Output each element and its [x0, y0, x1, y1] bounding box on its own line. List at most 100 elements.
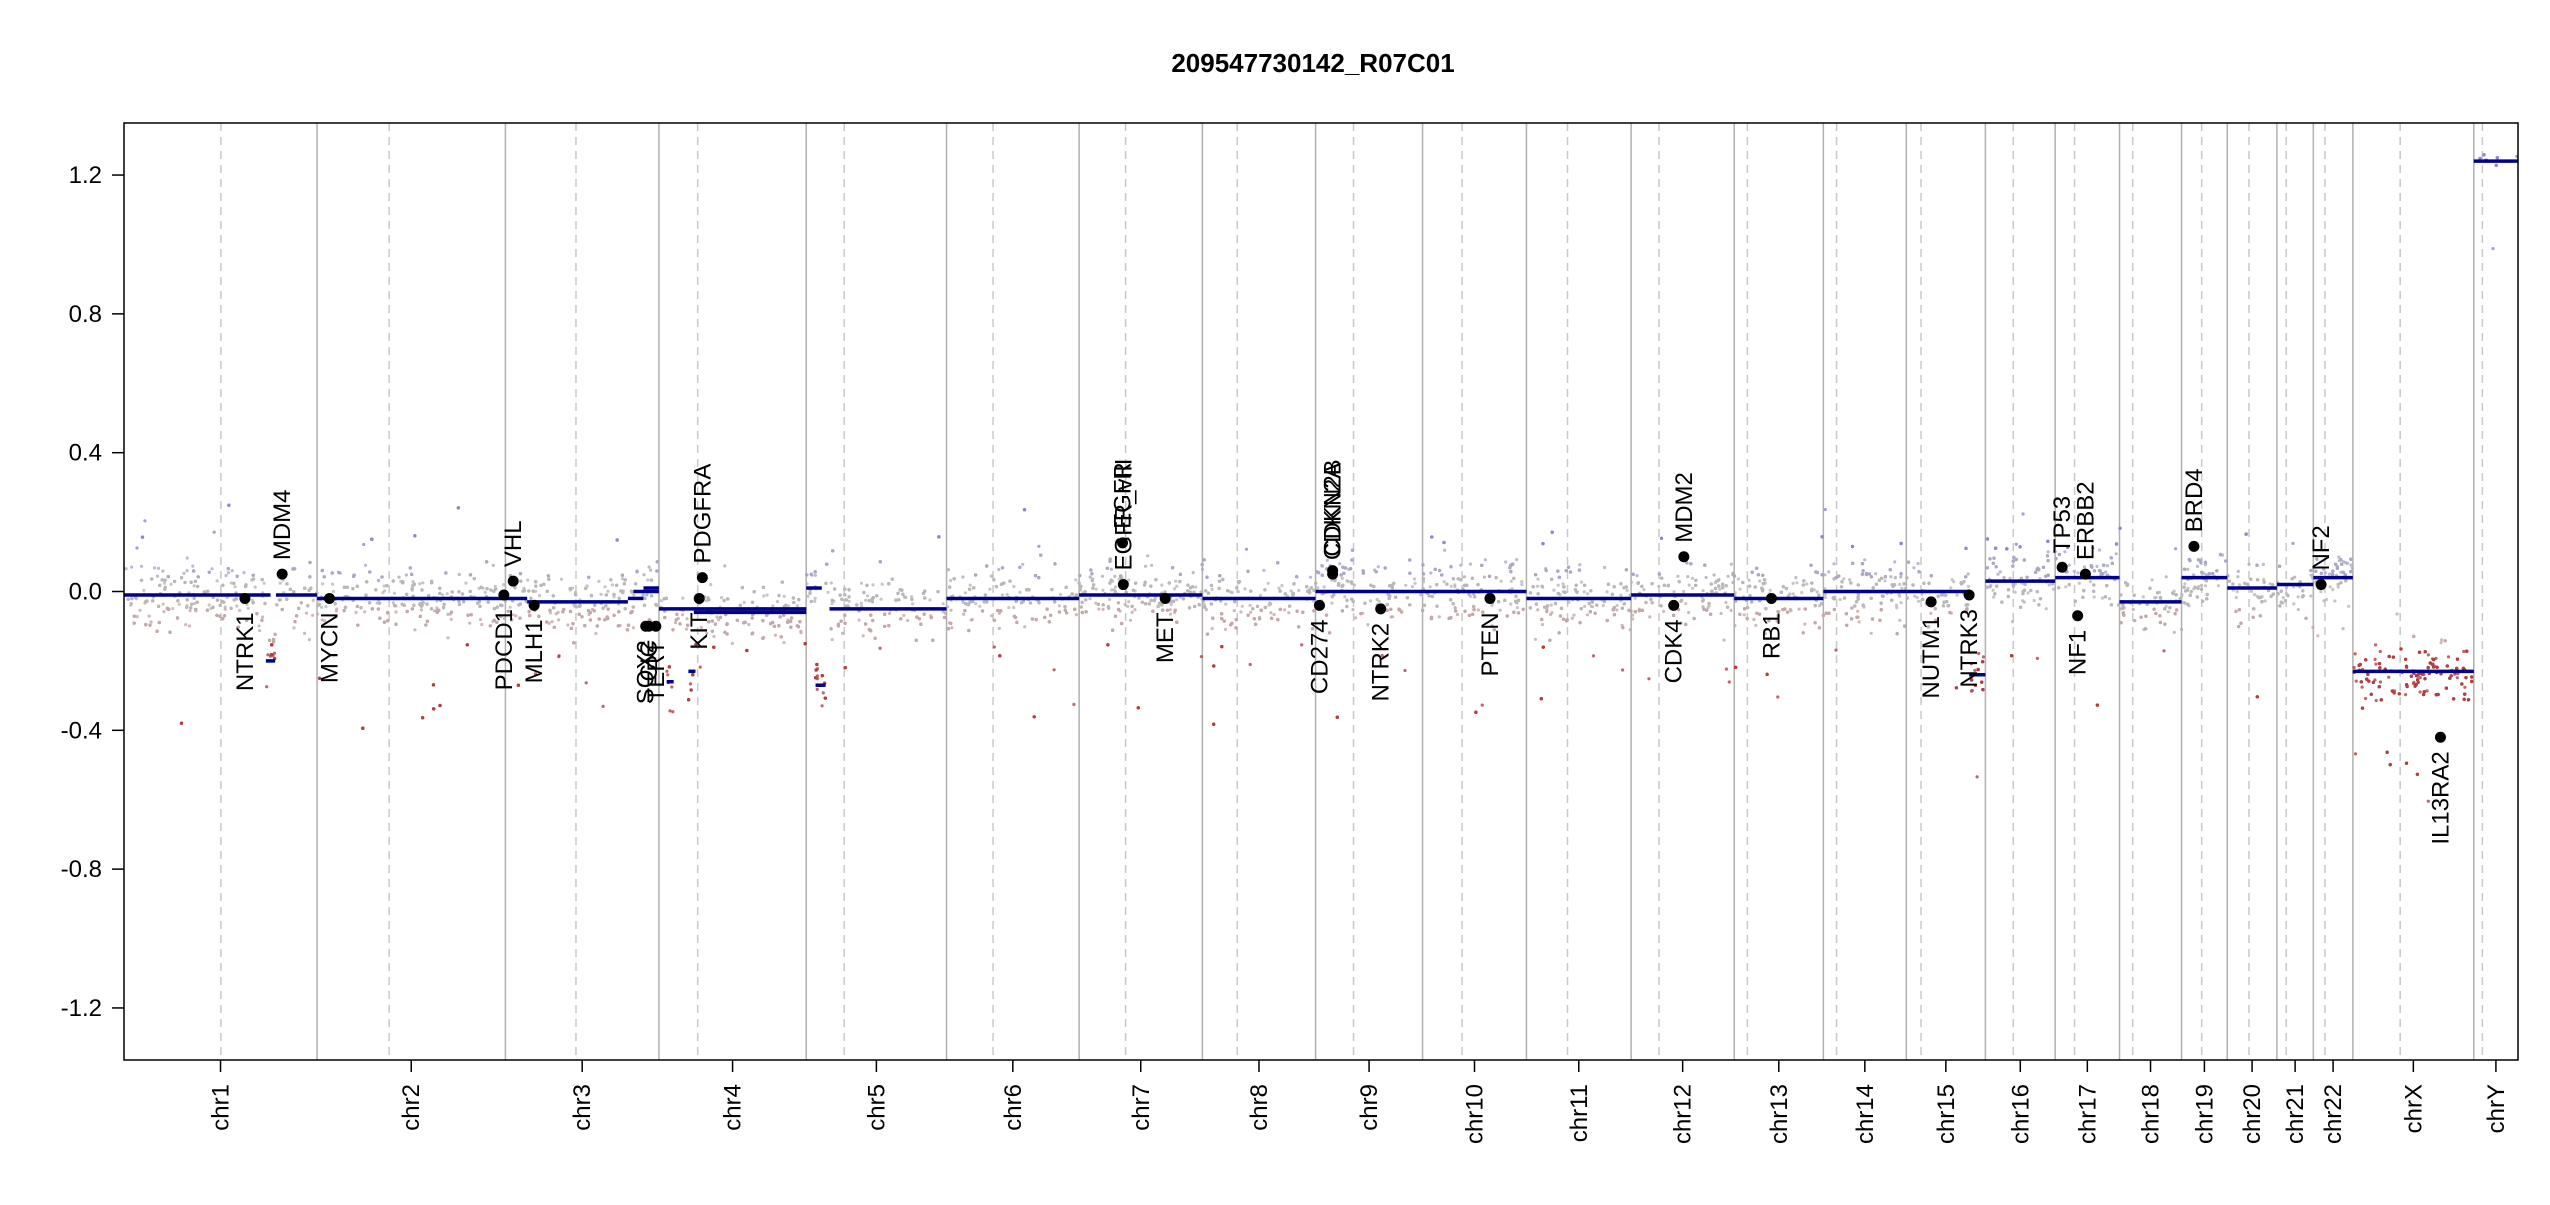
probe-point: [988, 588, 991, 591]
probe-point: [324, 605, 327, 608]
probe-point: [602, 705, 605, 708]
probe-point: [1647, 677, 1650, 680]
probe-point: [1343, 595, 1346, 598]
probe-point: [1354, 616, 1357, 619]
probe-point: [1510, 580, 1513, 583]
probe-point: [2439, 641, 2442, 644]
probe-point: [2375, 699, 2378, 702]
probe-point: [1848, 578, 1851, 581]
probe-point: [1300, 643, 1303, 646]
probe-point: [2364, 697, 2367, 700]
probe-point: [2093, 595, 2096, 598]
probe-point: [670, 685, 673, 688]
probe-point: [2073, 570, 2076, 573]
probe-point: [2344, 561, 2347, 564]
probe-point: [1562, 582, 1565, 585]
probe-point: [421, 581, 424, 584]
probe-point: [1297, 589, 1300, 592]
probe-point: [331, 583, 334, 586]
probe-point: [1290, 589, 1293, 592]
probe-point: [1037, 545, 1040, 548]
probe-point: [1520, 580, 1523, 583]
probe-point: [1748, 579, 1751, 582]
probe-point: [1006, 593, 1009, 596]
probe-point: [261, 616, 264, 619]
probe-point: [709, 583, 712, 586]
probe-point: [247, 607, 250, 610]
probe-point: [1233, 609, 1236, 612]
probe-point: [2337, 586, 2340, 589]
probe-point: [1834, 649, 1837, 652]
probe-point: [946, 605, 949, 608]
probe-point: [2342, 627, 2345, 630]
probe-point: [191, 565, 194, 568]
probe-point: [2247, 563, 2250, 566]
probe-point: [2379, 650, 2382, 653]
probe-point: [354, 611, 357, 614]
probe-point: [1824, 508, 1827, 511]
probe-point: [848, 600, 851, 603]
probe-point: [857, 619, 860, 622]
probe-point: [2328, 573, 2331, 576]
probe-point: [381, 591, 384, 594]
probe-point: [2078, 582, 2081, 585]
probe-point: [311, 614, 314, 617]
probe-point: [135, 546, 138, 549]
probe-point: [1097, 608, 1100, 611]
probe-point: [2250, 590, 2253, 593]
probe-point: [1438, 615, 1441, 618]
probe-point: [2310, 574, 2313, 577]
probe-point: [2180, 628, 2183, 631]
probe-point: [2355, 680, 2358, 683]
probe-point: [1792, 582, 1795, 585]
probe-point: [2167, 610, 2170, 613]
probe-point: [2045, 607, 2048, 610]
probe-point: [1590, 605, 1593, 608]
probe-point: [1019, 591, 1022, 594]
probe-point: [597, 580, 600, 583]
probe-point: [990, 575, 993, 578]
probe-point: [1730, 563, 1733, 566]
probe-point: [2347, 605, 2350, 608]
probe-point: [1338, 562, 1341, 565]
probe-point: [2186, 568, 2189, 571]
probe-point: [1856, 610, 1859, 613]
probe-point: [1996, 573, 1999, 576]
probe-point: [681, 597, 684, 600]
probe-point: [208, 603, 211, 606]
probe-point: [1515, 558, 1518, 561]
probe-point: [2253, 593, 2256, 596]
probe-point: [2095, 565, 2098, 568]
probe-point: [566, 623, 569, 626]
probe-point: [2014, 591, 2017, 594]
probe-point: [1727, 575, 1730, 578]
probe-point: [990, 614, 993, 617]
probe-point: [2285, 586, 2288, 589]
probe-point: [774, 634, 777, 637]
probe-point: [2427, 653, 2430, 656]
probe-point: [2447, 655, 2450, 658]
probe-point: [1636, 574, 1639, 577]
probe-point: [1552, 589, 1555, 592]
probe-point: [1456, 613, 1459, 616]
probe-point: [1499, 609, 1502, 612]
probe-point: [1127, 578, 1130, 581]
probe-point: [2351, 567, 2354, 570]
probe-point: [1414, 582, 1417, 585]
probe-point: [362, 543, 365, 546]
probe-point: [1347, 580, 1350, 583]
probe-point: [1101, 575, 1104, 578]
probe-point: [216, 579, 219, 582]
probe-point: [1341, 577, 1344, 580]
probe-point: [949, 609, 952, 612]
probe-point: [1682, 590, 1685, 593]
probe-point: [2064, 585, 2067, 588]
probe-point: [1967, 585, 1970, 588]
probe-point: [538, 594, 541, 597]
probe-point: [1351, 608, 1354, 611]
probe-point: [560, 578, 563, 581]
probe-point: [130, 566, 133, 569]
probe-point: [2033, 599, 2036, 602]
probe-point: [1701, 589, 1704, 592]
